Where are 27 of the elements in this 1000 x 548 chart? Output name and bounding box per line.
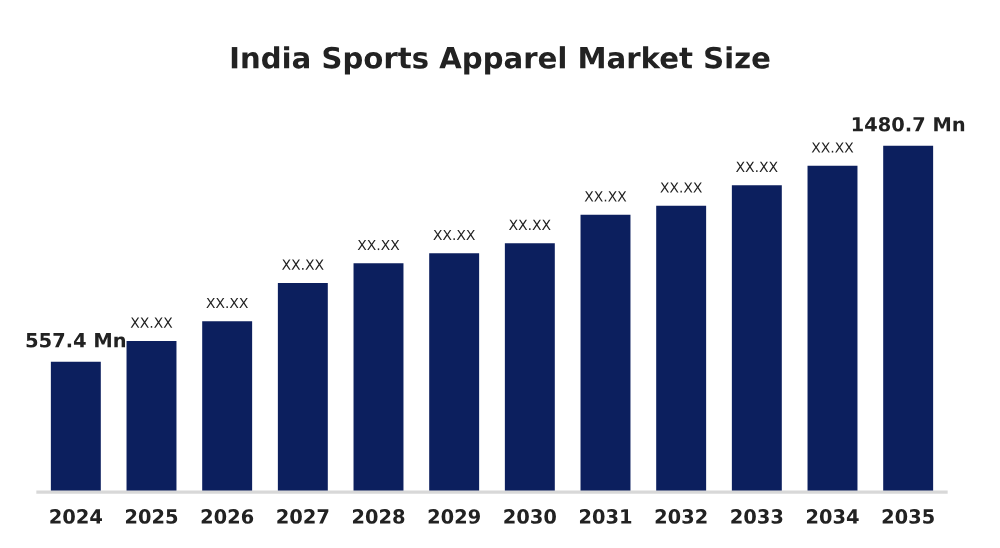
bar (883, 145, 934, 493)
x-tick-label: 2028 (352, 509, 405, 524)
x-tick-label: 2025 (125, 509, 178, 524)
bar (202, 321, 253, 493)
bar (807, 165, 858, 493)
data-label: 1480.7 Mn (852, 116, 965, 132)
bar (656, 205, 707, 493)
x-tick-label: 2027 (277, 509, 329, 524)
bar (277, 283, 328, 493)
x-tick-label: 2035 (882, 509, 934, 524)
bar (504, 243, 555, 493)
bar (731, 185, 782, 493)
x-tick-label: 2034 (806, 509, 859, 524)
x-tick-label: 2031 (579, 509, 632, 524)
bar (50, 361, 101, 493)
x-tick-label: 2026 (201, 509, 254, 524)
x-tick-label: 2024 (50, 509, 102, 524)
bar (353, 263, 404, 493)
data-label: 557.4 Mn (26, 333, 126, 348)
x-tick-label: 2032 (655, 509, 707, 524)
x-tick-label: 2029 (428, 509, 480, 524)
bar (126, 341, 177, 493)
chart-title: India Sports Apparel Market Size (231, 46, 770, 75)
x-tick-label: 2030 (504, 509, 556, 524)
x-tick-label: 2033 (731, 509, 783, 524)
bar (429, 253, 480, 493)
bar (580, 214, 631, 493)
